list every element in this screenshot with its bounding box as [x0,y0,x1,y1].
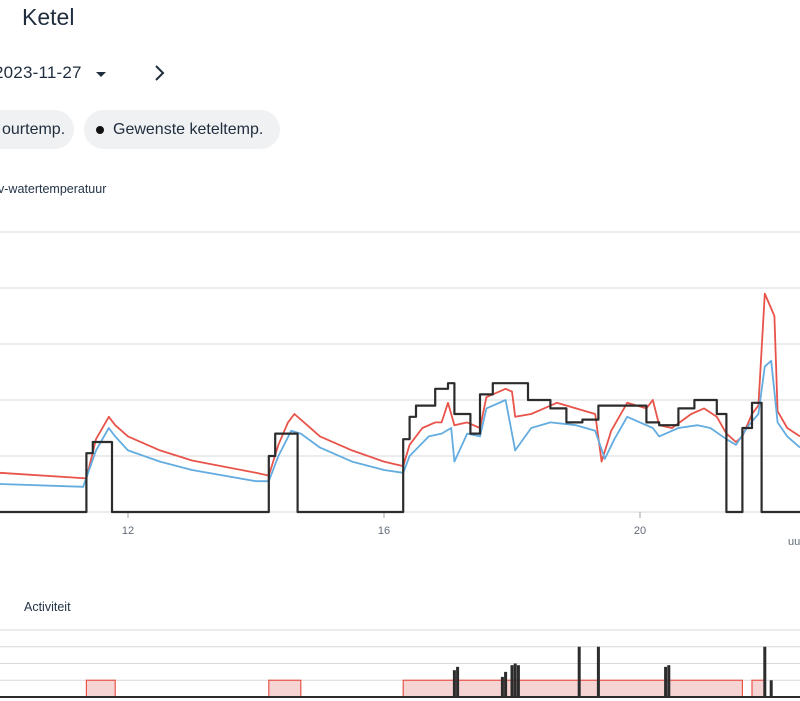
activity-spike [500,676,504,697]
filter-chip-label: Gewenste keteltemp. [113,120,264,138]
activity-spike [667,665,671,697]
activity-spike [596,646,600,697]
activity-spike [763,646,767,697]
activity-spike [452,670,456,697]
activity-spike [504,671,508,697]
activity-block [85,679,116,698]
activity-spike [577,646,581,697]
activity-spike [510,665,514,697]
x-tick-label: 16 [378,525,390,537]
x-unit-label: uu [788,536,800,548]
chevron-down-icon[interactable] [95,71,106,77]
activity-spike [664,666,668,697]
activity-spike [516,665,520,697]
temperature-chart: 12 16 20 uu [0,231,800,548]
activity-spike [769,680,773,697]
activity-spike [513,663,517,697]
filter-chip-desired-boiler-temp[interactable]: Gewenste keteltemp. [84,110,280,149]
filter-chip-label: ourtemp. [2,120,66,138]
legend-dot-icon [96,125,104,134]
chart-title-activity: Activiteit [24,600,71,614]
series-line-blue [0,359,800,488]
page-title: Ketel [22,4,75,30]
x-tick-label: 20 [634,525,646,537]
date-selector[interactable]: 2023-11-27 [0,60,106,86]
series-line-black [0,382,800,514]
date-label[interactable]: 2023-11-27 [0,63,82,82]
chevron-right-icon[interactable] [150,62,170,84]
filter-chip-outdoor-temp[interactable]: ourtemp. [0,110,74,149]
chart-title-temperature: v-watertemperatuur [0,182,107,196]
activity-block [751,679,766,698]
activity-block [268,679,302,698]
activity-spike [456,666,460,697]
x-tick-label: 12 [122,525,134,537]
